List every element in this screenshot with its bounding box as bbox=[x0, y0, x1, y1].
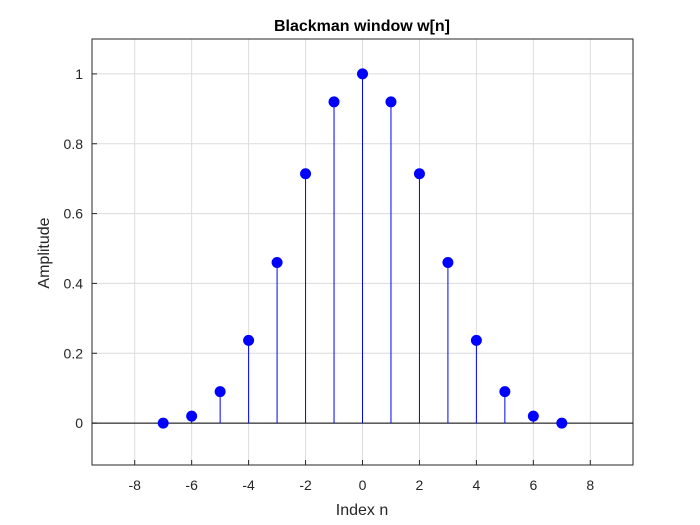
stem-marker-3 bbox=[243, 334, 255, 346]
stem-marker-7 bbox=[357, 68, 368, 80]
x-tick-label-1: -6 bbox=[185, 477, 198, 493]
stem-marker-10 bbox=[442, 256, 454, 268]
y-axis-label: Amplitude bbox=[36, 217, 53, 288]
y-tick-label-2: 0.4 bbox=[64, 275, 84, 291]
markers bbox=[157, 68, 568, 429]
axes-box bbox=[91, 38, 634, 466]
stem-marker-2 bbox=[214, 386, 226, 398]
stem-marker-6 bbox=[328, 96, 340, 108]
chart-title: Blackman window w[n] bbox=[274, 18, 450, 35]
y-tick-label-0: 0 bbox=[75, 415, 83, 431]
x-tick-label-7: 6 bbox=[529, 477, 537, 493]
stem-marker-1 bbox=[186, 410, 198, 422]
x-tick-label-3: -2 bbox=[299, 477, 312, 493]
y-tick-labels: 0 0.2 0.4 0.6 0.8 1 bbox=[64, 66, 84, 431]
y-tick-label-3: 0.6 bbox=[64, 206, 84, 222]
stem-marker-13 bbox=[527, 410, 539, 422]
stem-marker-0 bbox=[157, 417, 169, 429]
stem-marker-8 bbox=[385, 96, 397, 108]
stems bbox=[191, 73, 534, 424]
y-tick-label-5: 1 bbox=[75, 66, 83, 82]
x-tick-label-8: 8 bbox=[586, 477, 594, 493]
x-tick-label-6: 4 bbox=[472, 477, 480, 493]
stem-marker-5 bbox=[300, 168, 312, 180]
x-tick-labels: -8 -6 -4 -2 0 2 4 6 8 bbox=[128, 477, 594, 493]
stem-marker-4 bbox=[271, 256, 283, 268]
stem-marker-11 bbox=[470, 334, 482, 346]
stem-marker-12 bbox=[499, 386, 511, 398]
x-axis-label: Index n bbox=[336, 502, 388, 519]
x-tick-label-4: 0 bbox=[359, 477, 367, 493]
stem-marker-9 bbox=[413, 168, 425, 180]
y-tick-label-1: 0.2 bbox=[64, 345, 84, 361]
x-tick-label-2: -4 bbox=[242, 477, 255, 493]
stem-marker-14 bbox=[556, 417, 568, 429]
y-tick-label-4: 0.8 bbox=[64, 136, 84, 152]
x-tick-label-0: -8 bbox=[128, 477, 141, 493]
x-tick-label-5: 2 bbox=[416, 477, 424, 493]
